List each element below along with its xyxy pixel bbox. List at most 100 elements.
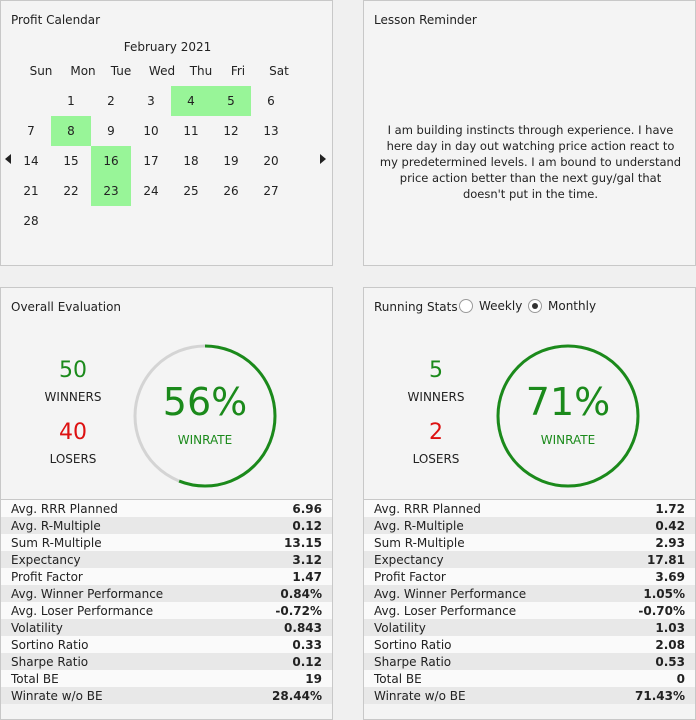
calendar-day[interactable]: 20 (263, 154, 279, 168)
weekly-radio-label: Weekly (479, 299, 523, 313)
stat-row: Profit Factor 1.47 (1, 568, 332, 585)
calendar-day[interactable]: 5 (211, 86, 251, 116)
stat-value: 2.08 (655, 637, 685, 652)
weekday-header: Fri (230, 64, 246, 78)
stat-row: Sharpe Ratio 0.53 (364, 653, 695, 670)
stat-value: 1.05% (643, 586, 685, 601)
stat-label: Sharpe Ratio (11, 654, 89, 669)
calendar-day[interactable]: 4 (171, 86, 211, 116)
stat-value: 2.93 (655, 535, 685, 550)
stat-row: Avg. Loser Performance -0.72% (1, 602, 332, 619)
calendar-day[interactable]: 17 (143, 154, 159, 168)
calendar-day[interactable]: 7 (27, 124, 35, 138)
calendar-day[interactable]: 11 (183, 124, 199, 138)
stat-row: Avg. R-Multiple 0.42 (364, 517, 695, 534)
calendar-day[interactable]: 1 (67, 94, 75, 108)
winners-label: WINNERS (407, 390, 465, 404)
overall-stats-table: Avg. RRR Planned 6.96 Avg. R-Multiple 0.12 S… (1, 499, 332, 704)
stat-value: 0.843 (284, 620, 322, 635)
stat-label: Avg. Winner Performance (11, 586, 164, 601)
right-arrow-icon[interactable] (320, 154, 326, 164)
calendar-day[interactable]: 15 (63, 154, 79, 168)
stat-value: 17.81 (647, 552, 685, 567)
stat-label: Profit Factor (374, 569, 446, 584)
calendar-day[interactable]: 25 (183, 184, 199, 198)
stat-value: 0.42 (655, 518, 685, 533)
calendar-day[interactable]: 3 (147, 94, 155, 108)
calendar-day[interactable]: 18 (183, 154, 199, 168)
calendar-day[interactable]: 6 (267, 94, 275, 108)
stat-row: Winrate w/o BE 71.43% (364, 687, 695, 704)
calendar-day[interactable]: 19 (223, 154, 239, 168)
stat-row: Total BE 0 (364, 670, 695, 687)
stat-label: Avg. Loser Performance (374, 603, 517, 618)
weekday-header: Thu (189, 64, 213, 78)
lesson-text: I am building instincts through experien… (379, 123, 682, 201)
stat-label: Winrate w/o BE (374, 688, 466, 703)
stat-label: Sharpe Ratio (374, 654, 452, 669)
stat-row: Sum R-Multiple 13.15 (1, 534, 332, 551)
stat-label: Sum R-Multiple (374, 535, 465, 550)
stat-row: Volatility 1.03 (364, 619, 695, 636)
stat-value: 3.12 (292, 552, 322, 567)
losers-count: 40 (59, 420, 87, 445)
stat-label: Volatility (374, 620, 426, 635)
weekday-header: Mon (70, 64, 96, 78)
stat-value: 0.12 (292, 518, 322, 533)
stat-value: -0.72% (275, 603, 322, 618)
stat-label: Sortino Ratio (374, 637, 452, 652)
monthly-radio-label: Monthly (548, 299, 597, 313)
calendar-day[interactable]: 10 (143, 124, 159, 138)
stat-row: Total BE 19 (1, 670, 332, 687)
calendar-day[interactable]: 16 (91, 146, 131, 176)
calendar-day[interactable]: 9 (107, 124, 115, 138)
stat-value: 0 (676, 671, 685, 686)
stat-label: Profit Factor (11, 569, 83, 584)
stat-label: Sortino Ratio (11, 637, 89, 652)
stat-row: Sortino Ratio 0.33 (1, 636, 332, 653)
stat-value: 3.69 (655, 569, 685, 584)
running-stats-panel: Running Stats Weekly Monthly 5 WINNERS 2… (363, 287, 696, 720)
stat-row: Sortino Ratio 2.08 (364, 636, 695, 653)
stat-label: Total BE (374, 671, 422, 686)
winrate-ring (496, 344, 640, 488)
stat-row: Expectancy 17.81 (364, 551, 695, 568)
stat-row: Sharpe Ratio 0.12 (1, 653, 332, 670)
winrate-label: WINRATE (177, 433, 233, 447)
calendar-day[interactable]: 28 (23, 214, 39, 228)
overall-title: Overall Evaluation (11, 300, 122, 314)
stat-row: Avg. Loser Performance -0.70% (364, 602, 695, 619)
stat-value: 28.44% (272, 688, 322, 703)
stat-value: 1.72 (655, 501, 685, 516)
winrate-ring (133, 344, 277, 488)
calendar-day[interactable]: 2 (107, 94, 115, 108)
stat-value: 6.96 (292, 501, 322, 516)
stat-row: Profit Factor 3.69 (364, 568, 695, 585)
monthly-radio-dot[interactable] (528, 299, 542, 313)
weekly-radio-dot[interactable] (459, 299, 473, 313)
stat-label: Sum R-Multiple (11, 535, 102, 550)
weekday-header: Wed (148, 64, 176, 78)
calendar-day[interactable]: 26 (223, 184, 239, 198)
stat-label: Avg. R-Multiple (374, 518, 464, 533)
stat-label: Avg. RRR Planned (11, 501, 118, 516)
stat-label: Avg. R-Multiple (11, 518, 101, 533)
calendar-day[interactable]: 12 (223, 124, 239, 138)
calendar-day[interactable]: 13 (263, 124, 279, 138)
stat-value: 0.53 (655, 654, 685, 669)
weekly-radio[interactable]: Weekly (459, 299, 522, 313)
stat-value: 19 (305, 671, 322, 686)
calendar-day[interactable]: 23 (91, 176, 131, 206)
stat-row: Winrate w/o BE 28.44% (1, 687, 332, 704)
monthly-radio[interactable]: Monthly (528, 299, 596, 313)
calendar-day[interactable]: 24 (143, 184, 159, 198)
calendar-title: Profit Calendar (11, 13, 101, 27)
left-arrow-icon[interactable] (5, 154, 11, 164)
calendar-day[interactable]: 8 (51, 116, 91, 146)
calendar-day[interactable]: 21 (23, 184, 39, 198)
stat-row: Volatility 0.843 (1, 619, 332, 636)
calendar-day[interactable]: 27 (263, 184, 279, 198)
calendar-day[interactable]: 22 (63, 184, 79, 198)
calendar-day[interactable]: 14 (23, 154, 39, 168)
losers-label: LOSERS (49, 452, 97, 466)
